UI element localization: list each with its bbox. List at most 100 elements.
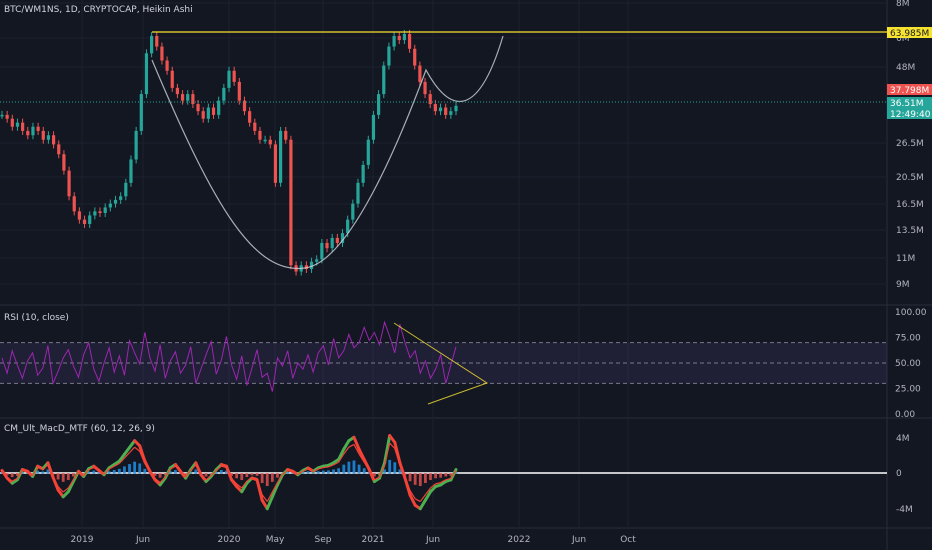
macd-histogram-bar bbox=[413, 473, 417, 485]
macd-tick-label: 0 bbox=[896, 469, 902, 479]
macd-signal-segment bbox=[261, 494, 268, 502]
rsi-tick-label: 50.00 bbox=[895, 359, 921, 369]
candle-body bbox=[67, 170, 71, 197]
price-badge bbox=[887, 84, 932, 95]
macd-histogram-bar bbox=[372, 473, 376, 477]
candle-body bbox=[309, 261, 314, 269]
macd-signal-segment bbox=[374, 476, 380, 481]
price-badge-label: 63.985M bbox=[890, 29, 929, 39]
macd-histogram-bar bbox=[143, 468, 147, 474]
macd-histogram-bar bbox=[189, 471, 193, 474]
macd-tick-label: -4M bbox=[896, 505, 913, 515]
price-axis[interactable]: 8M 6M 48M 26.5M 20.5M 16.5M 13.5M 11M 9M 63.985M 3… bbox=[887, 0, 932, 515]
macd-histogram-bar bbox=[342, 464, 346, 474]
candle-body bbox=[242, 100, 247, 112]
macd-line-segment bbox=[352, 435, 361, 451]
price-tick-label: 16.5M bbox=[896, 200, 924, 210]
macd-signal-segment bbox=[287, 469, 293, 473]
macd-signal-segment bbox=[190, 464, 197, 471]
time-tick-label: 2021 bbox=[362, 535, 385, 545]
macd-signal-segment bbox=[88, 467, 95, 471]
macd-histogram-bar bbox=[66, 473, 70, 481]
macd-histogram-bar bbox=[204, 473, 208, 477]
macd-line-segment bbox=[240, 481, 249, 494]
candle-body bbox=[278, 130, 283, 183]
macd-signal-segment bbox=[221, 465, 227, 469]
macd-histogram-bar bbox=[158, 473, 162, 478]
macd-histogram-bar bbox=[260, 473, 264, 484]
macd-signal-segment bbox=[251, 476, 258, 480]
macd-histogram-bar bbox=[388, 459, 392, 474]
macd-signal-segment bbox=[358, 453, 365, 463]
price-tick-label: 13.5M bbox=[896, 226, 924, 236]
macd-signal-segment bbox=[266, 491, 273, 502]
macd-histogram-bar bbox=[316, 471, 320, 474]
macd-signal-segment bbox=[62, 487, 69, 493]
macd-histogram-bar bbox=[219, 470, 223, 474]
candle-body bbox=[113, 199, 118, 204]
macd-signal-segment bbox=[399, 464, 406, 478]
candle-body bbox=[21, 122, 25, 131]
macd-histogram-bar bbox=[174, 470, 177, 474]
candle-body bbox=[433, 104, 437, 112]
candle-body bbox=[88, 215, 92, 224]
macd-histogram-bar bbox=[449, 473, 453, 476]
macd-signal-segment bbox=[129, 446, 136, 454]
macd-histogram-bar bbox=[362, 468, 366, 474]
macd-signal-segment bbox=[363, 461, 370, 471]
time-axis[interactable]: 2019 Jun 2020 May Sep 2021 Jun 2022 Jun Oct bbox=[71, 535, 637, 545]
macd-histogram-bar bbox=[168, 471, 172, 474]
macd-histogram-bar bbox=[61, 473, 65, 482]
candle-body bbox=[201, 111, 205, 119]
macd-histogram-bar bbox=[214, 471, 218, 474]
candle-body bbox=[191, 94, 195, 105]
macd-line-segment bbox=[393, 440, 402, 465]
candle-body bbox=[438, 107, 443, 112]
macd-signal-segment bbox=[445, 477, 452, 481]
macd-signal-segment bbox=[72, 471, 80, 481]
macd-signal-segment bbox=[231, 478, 238, 485]
macd-signal-segment bbox=[302, 468, 309, 472]
macd-line-segment bbox=[337, 447, 346, 461]
candle-body bbox=[361, 164, 365, 183]
macd-signal-segment bbox=[348, 443, 355, 448]
macd-signal-segment bbox=[292, 471, 299, 475]
time-tick-label: 2019 bbox=[71, 535, 94, 545]
time-tick-label: May bbox=[266, 535, 285, 545]
candle-body bbox=[330, 237, 334, 249]
macd-histogram-bar bbox=[184, 473, 188, 476]
rsi-pane[interactable] bbox=[0, 320, 887, 405]
candle-body bbox=[320, 242, 324, 260]
candle-body bbox=[26, 130, 30, 136]
macd-histogram-bar bbox=[56, 473, 60, 480]
price-tick-label: 26.5M bbox=[896, 139, 924, 149]
macd-signal-segment bbox=[83, 469, 90, 477]
candle-body bbox=[263, 139, 267, 142]
macd-signal-segment bbox=[409, 490, 416, 500]
macd-signal-segment bbox=[42, 464, 49, 471]
price-pane[interactable] bbox=[0, 29, 887, 276]
macd-signal-segment bbox=[276, 474, 284, 483]
macd-histogram-bar bbox=[383, 469, 386, 474]
macd-histogram-bar bbox=[5, 473, 9, 476]
price-tick-label: 9M bbox=[896, 280, 910, 290]
macd-histogram-bar bbox=[41, 471, 45, 474]
candle-body bbox=[10, 118, 14, 127]
candle-body bbox=[222, 87, 226, 101]
macd-line-segment bbox=[255, 478, 264, 502]
macd-pane[interactable] bbox=[0, 434, 887, 511]
macd-histogram-bar bbox=[153, 473, 157, 476]
macd-signal-segment bbox=[215, 465, 222, 471]
macd-histogram-bar bbox=[270, 473, 274, 482]
candle-body bbox=[428, 94, 432, 105]
time-tick-label: Sep bbox=[315, 535, 332, 545]
macd-signal-segment bbox=[225, 467, 233, 479]
macd-signal-segment bbox=[185, 469, 192, 478]
rsi-tick-label: 25.00 bbox=[895, 385, 921, 395]
macd-signal-segment bbox=[47, 464, 54, 477]
macd-signal-segment bbox=[16, 469, 23, 479]
candle-body bbox=[227, 70, 231, 88]
macd-signal-segment bbox=[338, 453, 345, 463]
